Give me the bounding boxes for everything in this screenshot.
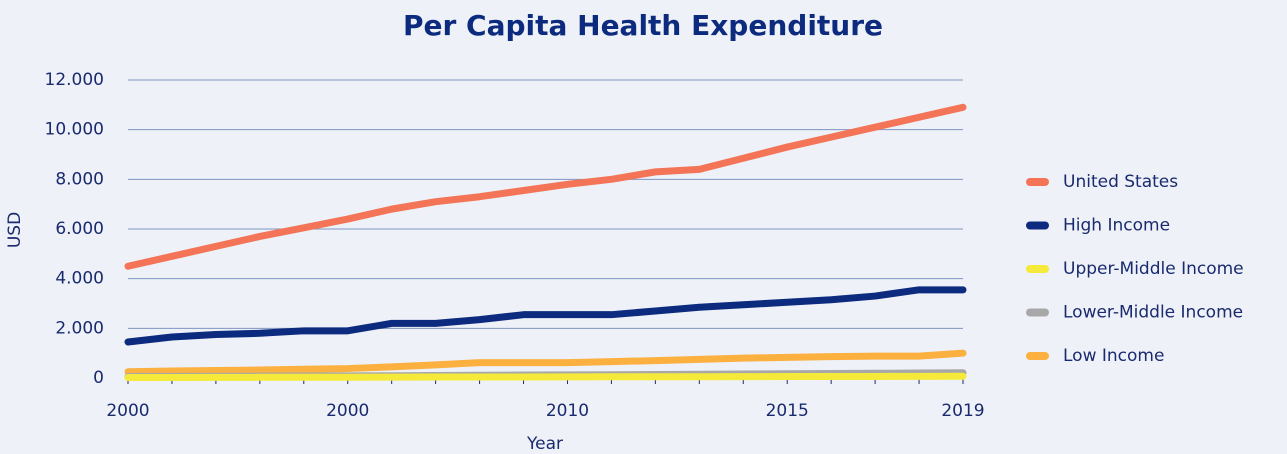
y-tick-label: 6.000 xyxy=(55,219,104,239)
x-axis-label: Year xyxy=(526,434,563,454)
series-line xyxy=(124,372,967,382)
chart-title: Per Capita Health Expenditure xyxy=(403,9,883,42)
y-tick-label: 12.000 xyxy=(45,70,104,90)
y-tick-label: 0 xyxy=(93,368,104,388)
y-tick-label: 2.000 xyxy=(55,318,104,338)
series-line xyxy=(124,103,967,270)
legend-label: Low Income xyxy=(1063,346,1164,366)
x-tick-label: 2010 xyxy=(546,401,589,421)
legend-label: Upper-Middle Income xyxy=(1063,259,1244,279)
y-tick-label: 4.000 xyxy=(55,269,104,289)
x-tick-label: 2000 xyxy=(326,401,369,421)
x-tick-label: 2015 xyxy=(766,401,809,421)
x-tick-label: 2019 xyxy=(941,401,984,421)
legend-label: Lower-Middle Income xyxy=(1063,303,1243,323)
series-line xyxy=(124,286,967,346)
legend-label: High Income xyxy=(1063,216,1170,236)
x-tick-label: 2000 xyxy=(106,401,149,421)
series-line xyxy=(124,349,967,376)
y-tick-label: 10.000 xyxy=(45,120,104,140)
y-tick-label: 8.000 xyxy=(55,169,104,189)
y-axis-label: USD xyxy=(5,212,25,248)
legend-label: United States xyxy=(1063,172,1178,192)
